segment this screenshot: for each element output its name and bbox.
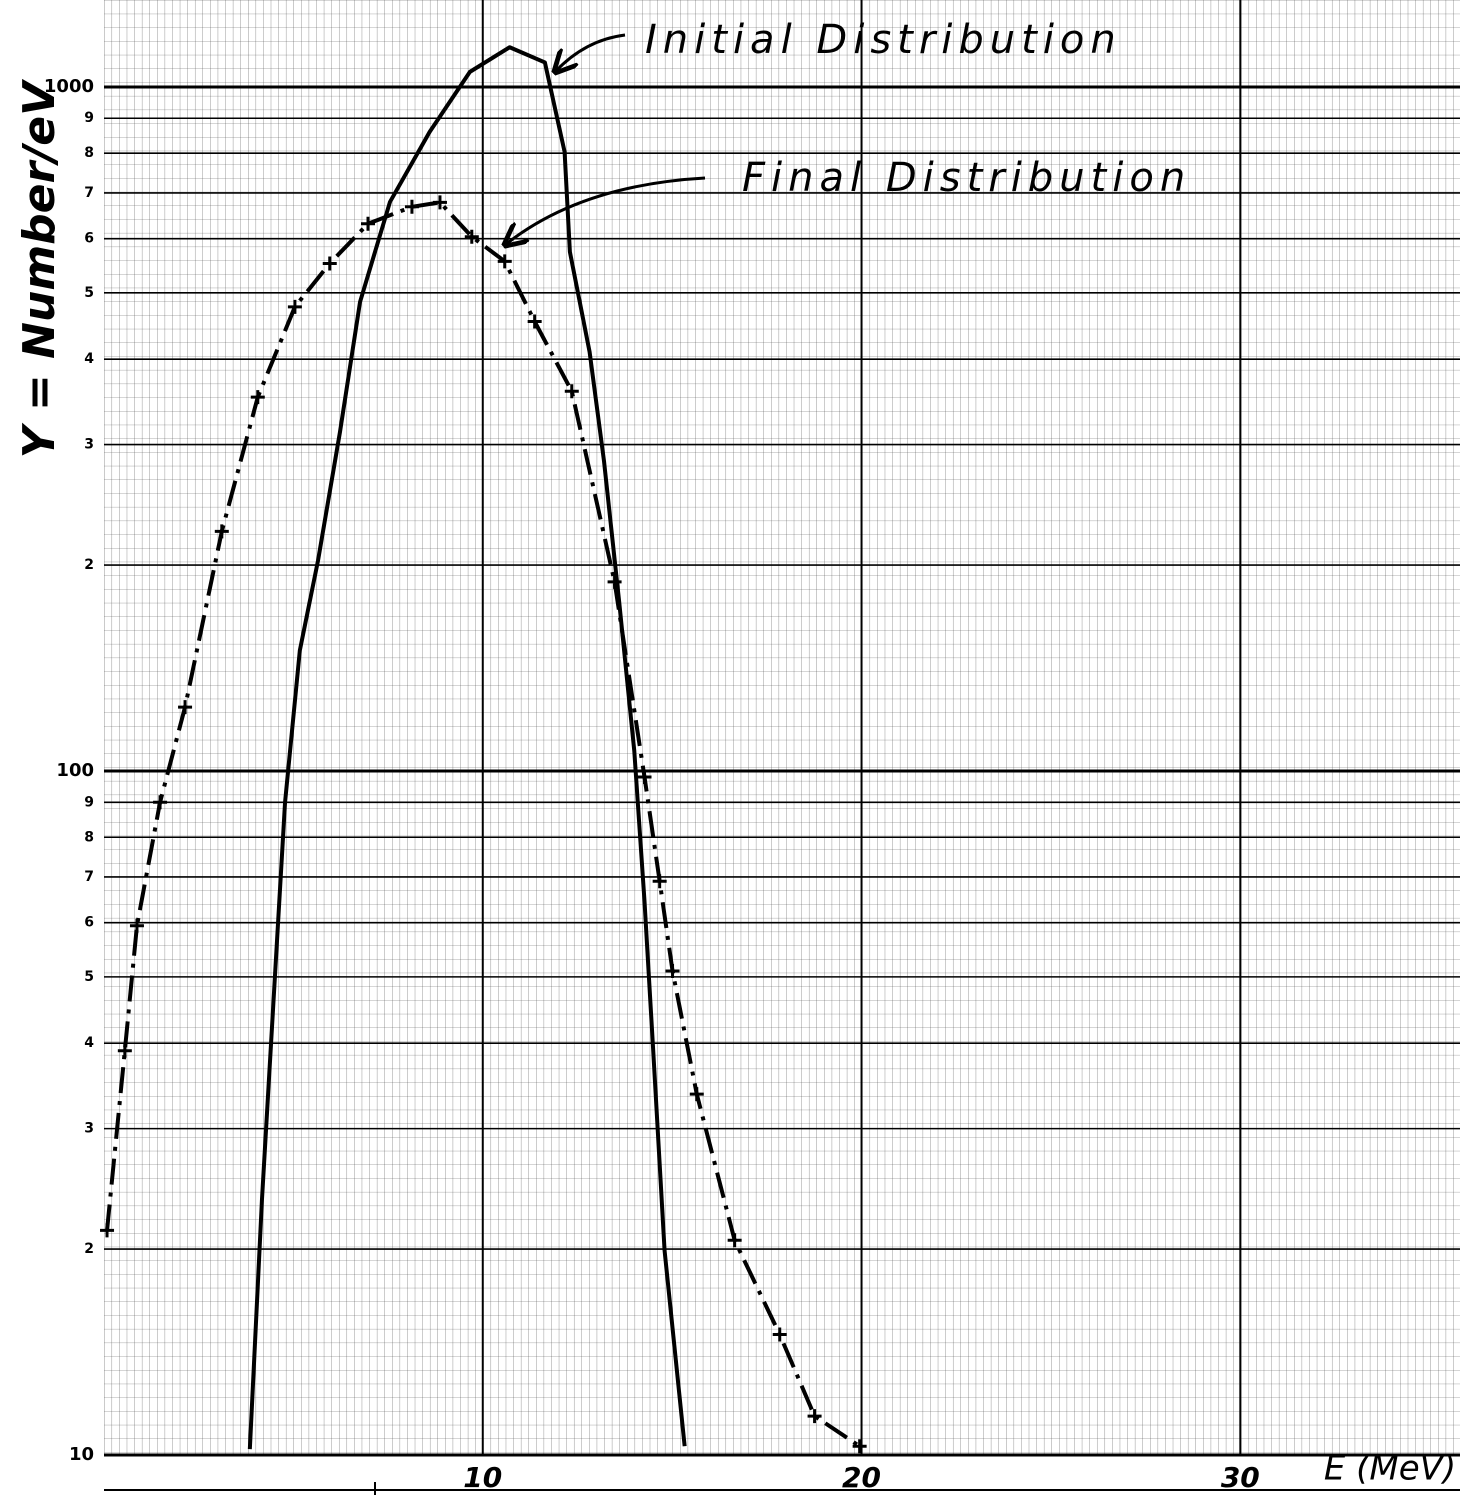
y-tick-label: 2 bbox=[84, 1241, 94, 1257]
point-marker bbox=[607, 574, 622, 589]
y-tick-label: 7 bbox=[84, 869, 94, 885]
x-tick-label: 20 bbox=[842, 1461, 881, 1494]
y-tick-label: 1000 bbox=[44, 76, 94, 97]
point-marker bbox=[100, 1223, 115, 1238]
point-marker bbox=[464, 229, 479, 244]
y-tick-label: 9 bbox=[84, 110, 94, 126]
point-marker bbox=[727, 1233, 742, 1248]
point-marker bbox=[129, 918, 144, 933]
point-marker bbox=[637, 769, 652, 784]
y-tick-label: 7 bbox=[84, 185, 94, 201]
point-marker bbox=[527, 314, 542, 329]
y-tick-label: 6 bbox=[84, 915, 94, 931]
annotation: Final Distribution bbox=[742, 155, 1191, 201]
annotation-arrow bbox=[555, 33, 626, 72]
point-marker bbox=[250, 390, 265, 405]
annotation: Initial Distribution bbox=[645, 17, 1122, 63]
point-marker bbox=[322, 256, 337, 271]
y-tick-label: 3 bbox=[84, 437, 94, 453]
y-tick-label: 5 bbox=[84, 285, 94, 301]
x-tick-label: 10 bbox=[463, 1461, 502, 1494]
point-marker bbox=[689, 1087, 704, 1102]
annotation-arrow bbox=[505, 176, 706, 245]
point-marker bbox=[214, 524, 229, 539]
series-line bbox=[247, 45, 687, 1450]
y-tick-label: 6 bbox=[84, 231, 94, 247]
y-tick-label: 4 bbox=[84, 351, 94, 367]
y-tick-label: 8 bbox=[84, 829, 94, 845]
point-marker bbox=[361, 216, 376, 231]
y-tick-label: 5 bbox=[84, 969, 94, 985]
point-marker bbox=[117, 1043, 132, 1058]
point-marker bbox=[178, 700, 193, 715]
point-marker bbox=[564, 384, 579, 399]
point-marker bbox=[772, 1327, 787, 1342]
point-marker bbox=[432, 195, 447, 210]
point-marker bbox=[807, 1409, 822, 1424]
y-tick-label: 4 bbox=[84, 1035, 94, 1051]
y-tick-label: 9 bbox=[84, 794, 94, 810]
y-tick-label: 8 bbox=[84, 145, 94, 161]
point-marker bbox=[153, 795, 168, 810]
y-tick-label: 3 bbox=[84, 1121, 94, 1137]
graph-paper bbox=[104, 0, 1460, 1455]
y-tick-label: 2 bbox=[84, 557, 94, 573]
x-tick-label: 30 bbox=[1221, 1461, 1260, 1494]
point-marker bbox=[665, 964, 680, 979]
y-tick-label: 10 bbox=[69, 1444, 94, 1465]
y-axis-label: Y = Number/eV bbox=[14, 79, 65, 458]
point-marker bbox=[652, 874, 667, 889]
y-tick-label: 100 bbox=[56, 760, 94, 781]
point-marker bbox=[287, 299, 302, 314]
point-marker bbox=[852, 1439, 867, 1454]
point-marker bbox=[497, 254, 512, 269]
point-marker bbox=[404, 199, 419, 214]
